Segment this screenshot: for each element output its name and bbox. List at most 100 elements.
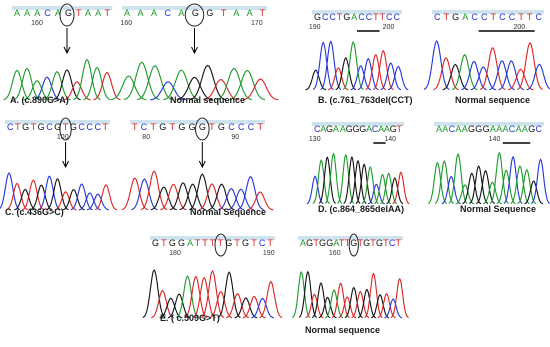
peak [312,159,330,204]
peak [209,290,233,319]
peak [390,277,409,319]
position: 160 [329,250,341,257]
peak [217,271,241,318]
caption: Normal Sequence [190,207,266,217]
peak [355,163,373,205]
highlight-circle [348,233,359,257]
peak [311,282,331,319]
peak [371,293,390,319]
peak [259,280,283,319]
highlight-circle [59,117,72,141]
caption: Normal sequence [455,95,530,105]
peak [312,41,334,90]
peak [320,40,342,90]
peak [461,60,487,91]
chromatogram-panel: G T G G A T T T T G T G T C T 180 190 E. ( c.509G>T) [142,233,283,323]
peak [367,183,385,205]
peak [442,63,469,91]
peak [433,57,459,91]
peak [338,296,357,319]
highlight-circle [59,3,75,27]
peak [331,282,350,319]
highlight-circle [195,117,210,141]
position: 90 [231,134,239,141]
peak [70,183,93,211]
chromatogram-panel: C T G A C C T C C T T C 200 Normal sequence [423,10,550,105]
peak [229,69,266,101]
peak [503,155,523,204]
peak [23,80,51,101]
peak [226,292,249,319]
caption: A. (c.890G>A) [10,95,69,105]
peak [242,295,266,319]
peak [163,69,200,101]
position: 170 [251,20,263,27]
peak [137,65,173,101]
peak [496,169,516,205]
position: 80 [142,134,150,141]
peak [86,193,109,211]
peak [384,298,403,319]
sequence: CAGA AGGGACAAGT [314,124,403,134]
peak [498,60,525,91]
peak [247,191,274,211]
peak [517,168,537,205]
peak [200,269,225,318]
seq-bar [434,122,544,126]
peak [46,177,69,211]
peak [63,81,91,101]
peak [234,297,258,319]
peak [251,297,274,319]
peak [342,40,364,90]
peak [179,183,206,211]
caption: D. (c.864_865delAA) [318,204,404,214]
peak [184,275,208,319]
sequence: GCCTGACCTTCC [314,12,401,22]
peak [218,187,245,211]
peak [357,288,376,319]
peak [357,57,379,91]
peak [54,191,77,211]
peak [94,184,118,211]
peak [169,182,197,211]
caption: Normal Sequence [460,204,536,214]
peak [0,172,21,211]
position: 140 [489,136,501,143]
peak [451,53,478,91]
caption: C. (c.436G>C) [5,207,64,217]
position: 200 [514,24,526,31]
seq-bar [432,10,544,14]
peak [83,66,111,101]
peak [507,68,534,91]
peak [216,67,252,101]
peak [14,188,37,211]
arrow [191,28,198,55]
highlight-circle [184,3,205,27]
peak [123,61,160,101]
peak [489,60,515,91]
peak [380,62,402,91]
peak [3,69,31,101]
chromatogram-panel: AACAAGGGAAACAAGC 140 Normal Sequence [427,122,550,214]
peak [489,151,509,204]
peak [305,293,324,319]
peak [470,66,497,91]
peak [208,183,235,211]
sequence: AGTGGATTGTGTGTCT [300,238,402,248]
peak [423,39,450,90]
peak [364,272,383,318]
peak [324,152,343,204]
peak [13,67,41,101]
peak [150,186,177,211]
peak [33,76,61,101]
sequence: AACAAGGGAAACAAGC [436,124,543,134]
seq-bar [312,122,404,126]
peak [462,172,482,205]
arrow [198,142,206,169]
seq-bar [122,6,267,10]
peak [476,169,496,205]
peak [469,165,489,205]
peak [377,293,396,319]
